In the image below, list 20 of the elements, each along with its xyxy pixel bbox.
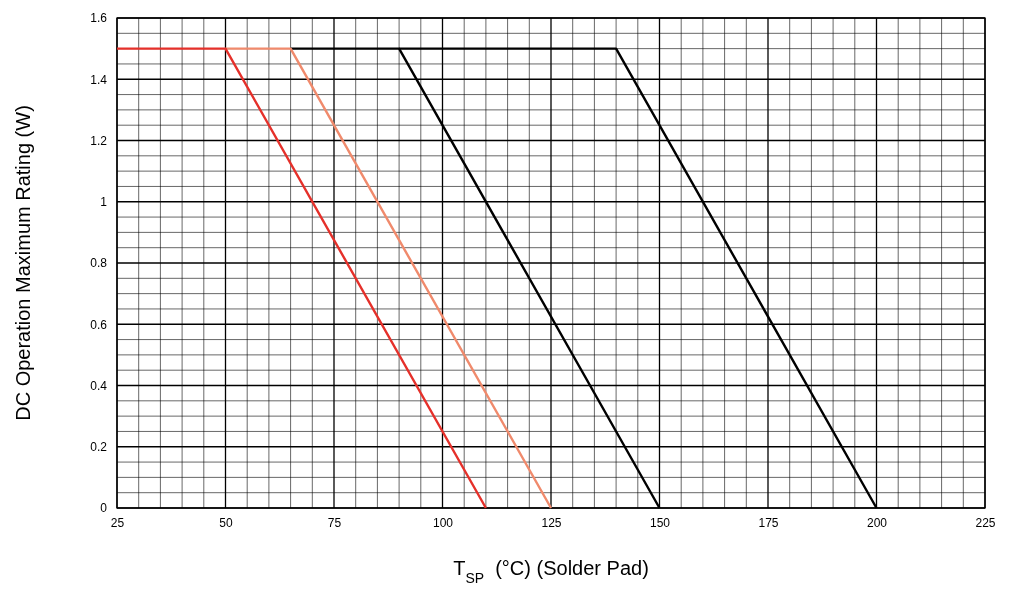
y-tick-label: 0.6 (90, 317, 108, 332)
y-tick-label: 0.4 (90, 378, 108, 393)
x-tick-label: 175 (758, 515, 779, 530)
x-tick-label: 225 (975, 515, 996, 530)
x-tick-label: 100 (432, 515, 454, 530)
x-tick-label: 75 (327, 515, 342, 530)
y-tick-label: 1.6 (90, 11, 108, 26)
x-tick-label: 25 (110, 515, 125, 530)
y-tick-label: 0.2 (90, 440, 108, 455)
y-tick-label: 1 (100, 195, 108, 210)
x-tick-label: 150 (649, 515, 671, 530)
x-tick-label: 50 (219, 515, 233, 530)
x-axis-title: T$_{SP}$ (°C) (Solder Pad) (453, 557, 649, 586)
y-tick-label: 1.2 (90, 133, 108, 148)
x-tick-label: 200 (866, 515, 888, 530)
y-tick-label: 0 (100, 501, 108, 516)
y-tick-label: 0.8 (90, 256, 108, 271)
y-tick-label: 1.4 (90, 72, 108, 87)
y-axis-title: DC Operation Maximum Rating (W) (12, 105, 34, 421)
x-tick-label: 125 (541, 515, 562, 530)
